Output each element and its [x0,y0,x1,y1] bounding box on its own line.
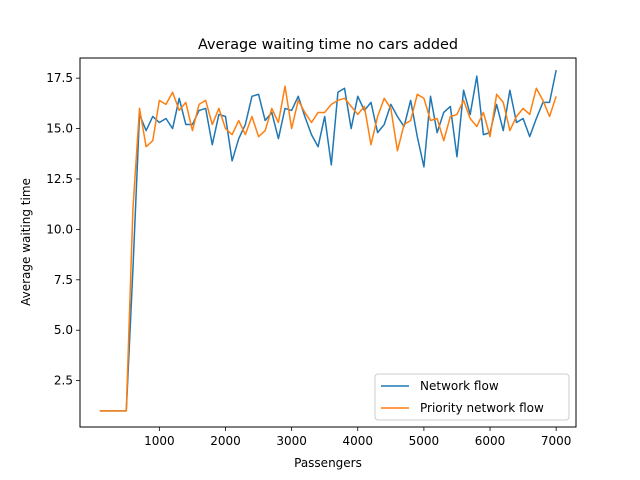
chart-title: Average waiting time no cars added [198,37,458,53]
x-tick-label: 2000 [210,434,241,448]
y-tick-label: 7.5 [54,273,73,287]
plot-frame [79,57,577,428]
series-line-priority-network-flow [99,85,557,412]
x-tick-label: 3000 [276,434,307,448]
x-tick-label: 7000 [541,434,572,448]
legend: Network flow Priority network flow [374,373,570,421]
y-axis-label: Average waiting time [19,178,33,306]
y-tick-label: 5.0 [54,323,73,337]
y-tick-label: 10.0 [46,222,73,236]
legend-label-priority-network-flow: Priority network flow [420,401,544,415]
x-tick-label: 6000 [475,434,506,448]
y-tick-label: 17.5 [46,71,73,85]
y-tick-label: 15.0 [46,122,73,136]
x-tick-label: 1000 [144,434,175,448]
plot-area [80,58,576,427]
y-tick-label: 12.5 [46,172,73,186]
series-layer [99,69,557,412]
series-line-network-flow [99,69,557,412]
x-axis: 1000 2000 3000 4000 5000 6000 7000 [144,427,571,448]
y-axis: 2.5 5.0 7.5 10.0 12.5 15.0 17.5 [46,71,80,388]
x-tick-label: 4000 [342,434,373,448]
legend-box [374,373,570,421]
x-axis-label: Passengers [294,456,362,470]
legend-label-network-flow: Network flow [420,379,499,393]
y-tick-label: 2.5 [54,374,73,388]
x-tick-label: 5000 [409,434,440,448]
